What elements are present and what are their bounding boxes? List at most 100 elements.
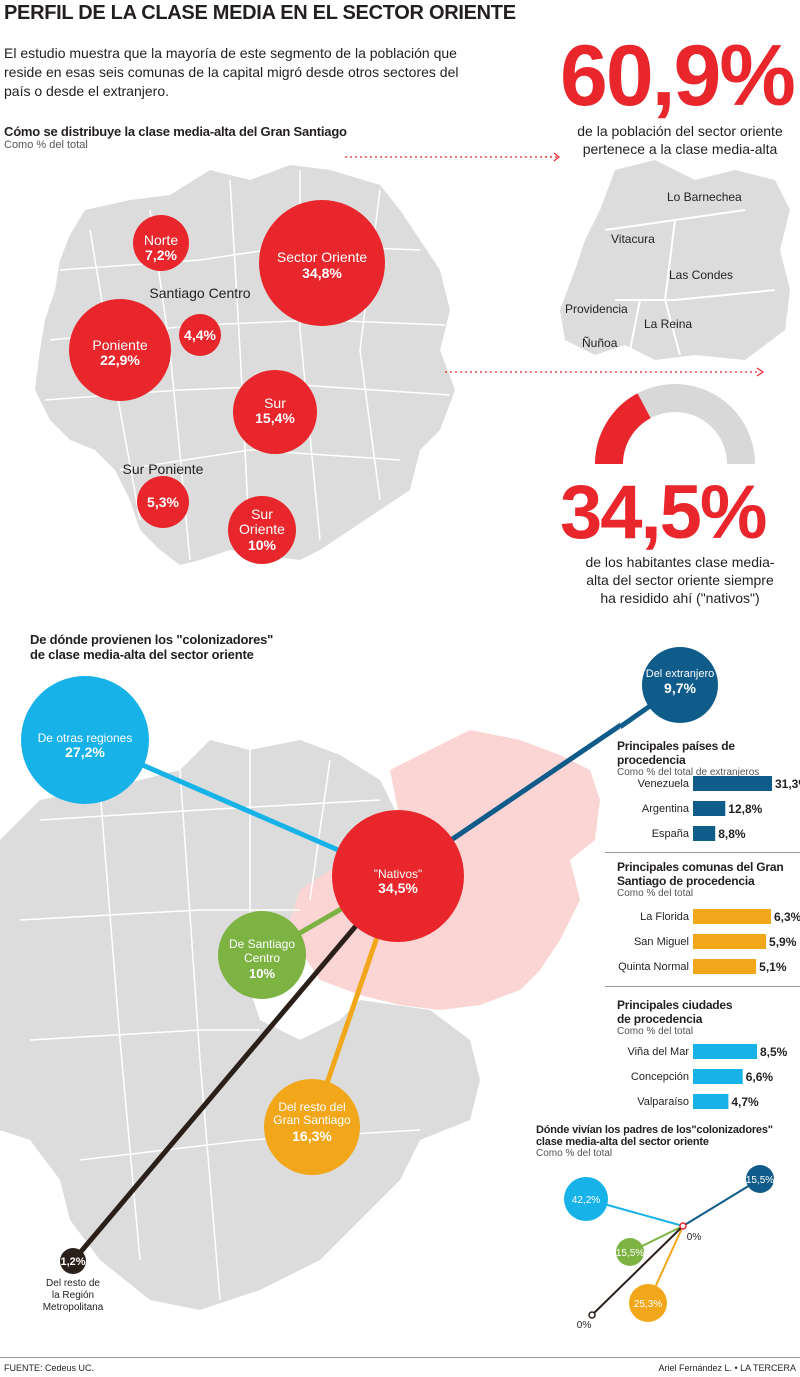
bubble-resto-region-metropolitana <box>60 1248 86 1274</box>
stat-top-caption-line2: pertenece a la clase media-alta <box>582 141 778 157</box>
bubble-sector-oriente <box>259 200 385 326</box>
value-region-metropolitana: 1,2% <box>60 1256 85 1268</box>
label-gran-santiago-line1: Del resto del <box>278 1100 345 1114</box>
origins-heading-line1: De dónde provienen los "colonizadores" <box>30 632 274 647</box>
bar-value: 5,9% <box>769 935 797 949</box>
divider-2 <box>605 986 800 987</box>
distribution-subheading: Como % del total <box>4 139 88 151</box>
padres-value-extranjero: 15,5% <box>746 1175 774 1186</box>
value-poniente: 22,9% <box>100 352 140 368</box>
bar-value: 12,8% <box>728 802 762 816</box>
east-map-boundaries <box>604 209 776 356</box>
value-nativos: 34,5% <box>378 880 418 896</box>
padres-bubbles <box>564 1165 774 1322</box>
distribution-heading: Cómo se distribuye la clase media-alta d… <box>4 124 347 139</box>
padres-connector-extranjero <box>682 1178 761 1227</box>
label-sur-oriente-line1: Sur <box>251 506 273 522</box>
bubble-poniente <box>69 299 171 401</box>
bar-value: 5,1% <box>759 960 787 974</box>
donut-value-arc <box>595 393 652 465</box>
label-santiago-centro: Santiago Centro <box>149 285 250 301</box>
comuna-nunoa: Ñuñoa <box>582 336 618 350</box>
ciudades-heading-line1: Principales ciudades <box>617 998 733 1012</box>
value-gran-santiago: 16,3% <box>292 1128 332 1144</box>
stat-native-caption-line3: ha residido ahí ("nativos") <box>600 590 760 606</box>
padres-heading-line1: Dónde vivían los padres de los"colonizad… <box>536 1124 773 1136</box>
label-nativos: "Nativos" <box>374 867 423 881</box>
label-santiago-centro-line1: De Santiago <box>229 937 295 951</box>
label-sur-oriente-line2: Oriente <box>239 521 285 537</box>
origins-header: De dónde provienen los "colonizadores" d… <box>30 632 273 662</box>
origins-map-shape <box>0 740 480 1310</box>
east-pointer-extension <box>445 371 545 373</box>
label-gran-santiago-line2: Gran Santiago <box>273 1113 351 1127</box>
bar <box>693 826 716 841</box>
ciudades-bar-chart: Viña del Mar 8,5% Concepción 6,6% Valparaíso… <box>627 1044 788 1109</box>
label-santiago-centro-line2: Centro <box>244 951 280 965</box>
comuna-labels: Lo Barnechea Vitacura Las Condes Provide… <box>565 190 742 350</box>
east-sector-map: Lo Barnechea Vitacura Las Condes Provide… <box>545 152 790 377</box>
east-map-shape <box>560 160 790 360</box>
origins-map-streets <box>19 750 421 1301</box>
santiago-distribution-map: Norte 7,2% Santiago Centro 4,4% Sector O… <box>35 156 555 565</box>
label-norte: Norte <box>144 232 178 248</box>
label-extranjero: Del extranjero <box>646 668 714 680</box>
padres-bubble-regiones <box>564 1177 608 1221</box>
caption-rm-line3: Metropolitana <box>43 1302 104 1313</box>
bubble-sur-poniente <box>137 476 189 528</box>
stat-native-caption: de los habitantes clase media- alta del … <box>560 553 800 607</box>
padres-value-gs: 25,3% <box>634 1299 662 1310</box>
bar-label: Argentina <box>642 803 690 815</box>
value-extranjero: 9,7% <box>664 680 696 696</box>
bar <box>693 776 772 791</box>
bubble-norte <box>133 215 189 271</box>
arrow-head-top <box>553 152 560 162</box>
comunas-gs-heading-line2: Santiago de procedencia <box>617 874 755 888</box>
stat-top-caption: de la población del sector oriente perte… <box>560 122 800 158</box>
page-title: PERFIL DE LA CLASE MEDIA EN EL SECTOR OR… <box>4 2 516 24</box>
intro-text: El estudio muestra que la mayoría de est… <box>4 45 459 99</box>
comunas-gs-subheading: Como % del total <box>617 888 694 899</box>
comuna-lo-barnechea: Lo Barnechea <box>667 190 742 204</box>
bar-label: Concepción <box>631 1071 689 1083</box>
bubble-resto-gran-santiago <box>264 1079 360 1175</box>
label-sur-poniente: Sur Poniente <box>123 461 204 477</box>
bar-value: 8,8% <box>718 827 746 841</box>
padres-heading-line2: clase media-alta del sector oriente <box>536 1136 709 1148</box>
padres-subheading: Como % del total <box>536 1148 613 1159</box>
caption-rm-line1: Del resto de <box>46 1278 100 1289</box>
footer-source: FUENTE: Cedeus UC. <box>4 1363 95 1373</box>
bar-value: 31,3% <box>775 777 800 791</box>
bar <box>693 934 766 949</box>
value-sur-poniente: 5,3% <box>147 494 179 510</box>
bar-label: Quinta Normal <box>618 961 689 973</box>
connector-region-metropolitana <box>70 873 401 1264</box>
padres-connector-rm <box>591 1225 684 1316</box>
footer-credit: Ariel Fernández L. • LA TERCERA <box>658 1363 796 1373</box>
padres-connectors <box>585 1178 761 1316</box>
value-sur-oriente: 10% <box>248 537 277 553</box>
bar-label: Valparaíso <box>637 1096 689 1108</box>
padres-labels: 42,2% 15,5% 0% 15,5% 25,3% 0% <box>572 1175 774 1331</box>
bar <box>693 959 757 974</box>
bubble-nativos <box>332 810 464 942</box>
padres-header: Dónde vivían los padres de los"colonizad… <box>536 1124 800 1159</box>
bubble-extranjero <box>642 647 718 723</box>
bar <box>693 1094 729 1109</box>
bar-label: España <box>652 828 690 840</box>
bubble-santiago-centro <box>179 314 221 356</box>
bar-label: La Florida <box>640 911 690 923</box>
bubble-sur-oriente <box>228 496 296 564</box>
bar-label: Venezuela <box>638 778 690 790</box>
bar-value: 6,3% <box>774 910 800 924</box>
padres-value-oriente: 0% <box>687 1232 702 1243</box>
label-otras-regiones: De otras regiones <box>38 731 133 745</box>
value-sur: 15,4% <box>255 410 295 426</box>
label-sector-oriente: Sector Oriente <box>277 249 367 265</box>
value-santiago-centro: 4,4% <box>184 327 216 343</box>
region-metropolitana-caption: Del resto de la Región Metropolitana <box>43 1278 104 1313</box>
extranjero-bubble-panel: Del extranjero 9,7% <box>620 647 718 730</box>
comunas-gs-bar-chart: La Florida 6,3% San Miguel 5,9% Quinta Norma… <box>618 909 800 974</box>
bar <box>693 1044 757 1059</box>
padres-value-centro: 15,5% <box>616 1248 644 1259</box>
